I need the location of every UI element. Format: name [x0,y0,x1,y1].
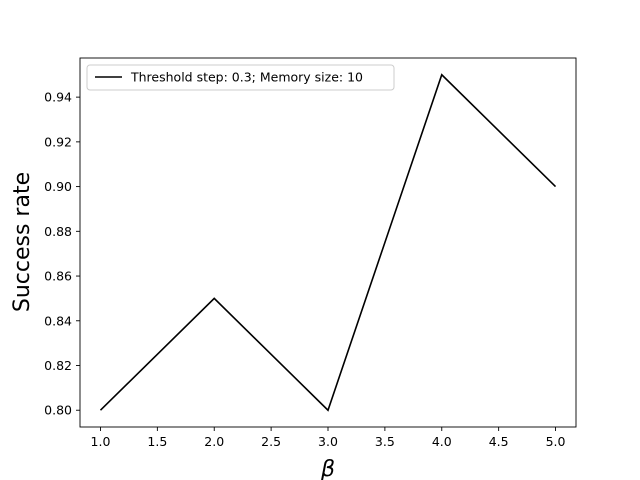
x-tick-label: 5.0 [546,434,566,449]
x-axis: 1.0 1.5 2.0 2.5 3.0 3.5 4.0 4.5 5.0 [91,427,566,449]
x-tick-label: 3.5 [375,434,395,449]
x-tick-label: 3.0 [318,434,338,449]
x-tick-label: 1.0 [91,434,111,449]
x-tick-label: 4.5 [489,434,509,449]
x-tick-label: 2.0 [204,434,224,449]
x-axis-label: β [320,457,335,480]
y-axis: 0.80 0.82 0.84 0.86 0.88 0.90 0.92 0.94 [44,90,80,418]
y-tick-label: 0.92 [44,134,72,149]
plot-frame [79,57,577,428]
x-tick-label: 1.5 [147,434,167,449]
series-line [99,73,557,412]
legend-label: Threshold step: 0.3; Memory size: 10 [130,70,363,85]
series-layer [99,73,557,412]
x-tick-label: 2.5 [261,434,281,449]
legend: Threshold step: 0.3; Memory size: 10 [86,64,395,91]
y-tick-label: 0.90 [44,179,72,194]
x-tick-label: 4.0 [432,434,452,449]
y-tick-label: 0.84 [44,313,72,328]
y-axis-label: Success rate [10,172,35,312]
y-tick-label: 0.94 [44,90,72,105]
y-tick-label: 0.88 [44,224,72,239]
y-tick-label: 0.82 [44,358,72,373]
plot-area [80,58,576,427]
y-tick-label: 0.80 [44,403,72,418]
y-tick-label: 0.86 [44,269,72,284]
legend-box [86,64,395,91]
